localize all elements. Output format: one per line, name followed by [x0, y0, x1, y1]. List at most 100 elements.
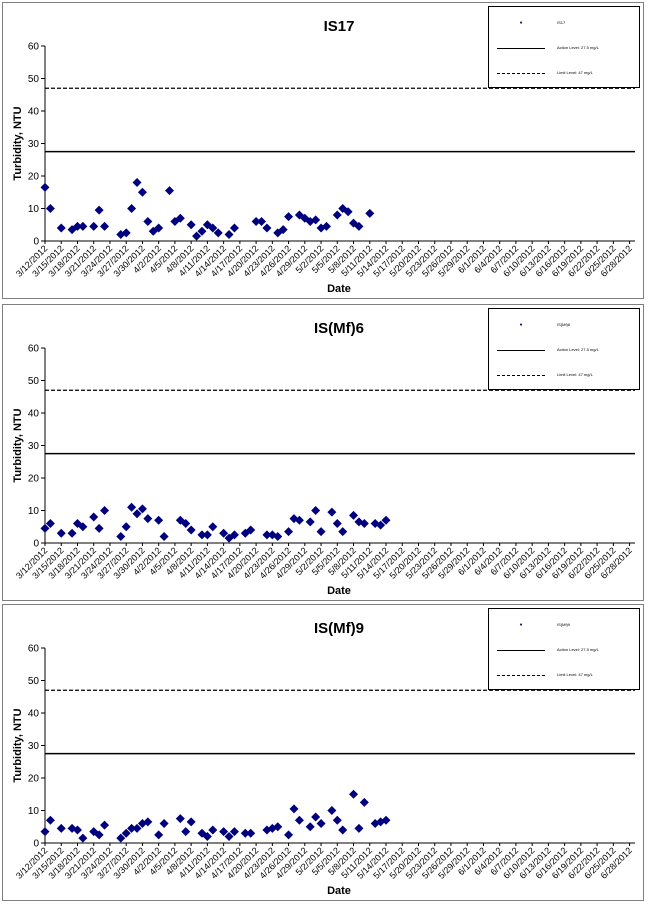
data-point — [257, 217, 267, 226]
data-point — [56, 528, 66, 538]
data-point — [181, 827, 191, 837]
data-point — [229, 223, 239, 233]
data-point — [273, 532, 283, 541]
legend-label: IS(Mf)9 — [557, 622, 571, 627]
data-point — [132, 823, 142, 833]
data-point — [127, 502, 137, 512]
legend-symbol — [497, 650, 545, 651]
y-tick-label: 0 — [33, 839, 39, 850]
data-point — [67, 528, 77, 538]
y-tick-label: 10 — [28, 506, 40, 517]
y-tick-label: 0 — [33, 237, 39, 248]
data-point — [338, 825, 348, 835]
legend-item: Action Level: 27.5 mg/L — [497, 44, 637, 54]
y-tick-label: 50 — [28, 376, 40, 387]
data-point — [338, 527, 348, 537]
legend-symbol — [497, 675, 545, 676]
legend-symbol — [497, 350, 545, 351]
data-point — [240, 828, 250, 838]
legend-symbol — [497, 73, 545, 74]
data-point — [116, 532, 126, 541]
data-point — [202, 530, 212, 540]
data-point — [359, 519, 369, 528]
legend-item: Limit Level: 47 mg/L — [497, 69, 637, 79]
chart-panel: IS17 0 10 20 30 40 50 60 Turbidity, NTU 3/12/2012… — [2, 2, 644, 299]
y-tick-label: 40 — [28, 107, 40, 118]
data-point — [94, 523, 104, 533]
data-point — [154, 515, 164, 525]
data-point — [100, 506, 110, 515]
data-point — [208, 522, 218, 532]
data-point — [72, 221, 82, 231]
y-tick-label: 40 — [28, 709, 40, 720]
legend-symbol — [497, 48, 545, 49]
y-tick-label: 50 — [28, 676, 40, 687]
data-point — [181, 519, 191, 528]
data-point — [262, 530, 272, 540]
data-point — [78, 221, 88, 231]
legend-label: Limit Level: 47 mg/L — [557, 70, 593, 75]
y-tick-label: 0 — [33, 539, 39, 550]
data-point — [45, 204, 55, 213]
y-tick-label: 60 — [28, 344, 40, 355]
legend-label: Limit Level: 47 mg/L — [557, 672, 593, 677]
y-tick-label: 10 — [28, 806, 40, 817]
data-point — [121, 828, 131, 838]
legend-label: IS17 — [557, 20, 566, 25]
data-point — [164, 186, 174, 196]
data-point — [289, 804, 299, 814]
legend-item: Action Level: 27.5 mg/L — [497, 646, 637, 656]
data-point — [186, 220, 196, 230]
legend-item: Limit Level: 47 mg/L — [497, 371, 637, 381]
y-tick-label: 20 — [28, 474, 40, 485]
data-point — [246, 525, 256, 535]
legend-item: Action Level: 27.5 mg/L — [497, 346, 637, 356]
data-point — [154, 223, 164, 233]
data-point — [40, 523, 50, 533]
data-point — [294, 515, 304, 525]
data-point — [316, 819, 326, 828]
legend-item: ♦ IS(Mf)6 — [497, 321, 637, 331]
data-point — [143, 514, 153, 524]
data-point — [321, 221, 331, 231]
data-point — [208, 223, 218, 233]
y-tick-label: 20 — [28, 172, 40, 183]
x-axis-label: Date — [327, 885, 351, 897]
data-point — [273, 822, 283, 832]
data-point — [143, 817, 153, 827]
data-point — [116, 833, 126, 843]
data-point — [305, 517, 315, 527]
chart-title: IS(Mf)9 — [314, 620, 364, 637]
legend-item: ♦ IS(Mf)9 — [497, 621, 637, 631]
legend-label: Limit Level: 47 mg/L — [557, 372, 593, 377]
data-point — [381, 515, 391, 525]
data-point — [262, 223, 272, 233]
data-point — [137, 187, 147, 197]
data-point — [132, 509, 142, 519]
data-point — [365, 208, 375, 218]
data-point — [284, 527, 294, 537]
data-point — [127, 204, 137, 213]
data-point — [219, 528, 229, 538]
data-point — [94, 205, 104, 215]
legend-item: ♦ IS17 — [497, 19, 637, 29]
legend: ♦ IS17 Action Level: 27.5 mg/L Limit Level:… — [488, 6, 640, 88]
legend: ♦ IS(Mf)6 Action Level: 27.5 mg/L Limit Lev… — [488, 308, 640, 390]
data-point — [284, 212, 294, 222]
data-point — [143, 217, 153, 226]
data-point — [40, 827, 50, 837]
data-point — [208, 825, 218, 835]
legend-label: IS(Mf)6 — [557, 322, 571, 327]
data-point — [311, 506, 321, 515]
chart-title: IS17 — [324, 18, 355, 35]
data-point — [246, 828, 256, 838]
x-axis-label: Date — [327, 585, 351, 597]
data-point — [327, 806, 337, 815]
data-point — [224, 832, 234, 841]
data-point — [159, 819, 169, 828]
chart-title: IS(Mf)6 — [314, 320, 364, 337]
data-point — [349, 789, 359, 799]
